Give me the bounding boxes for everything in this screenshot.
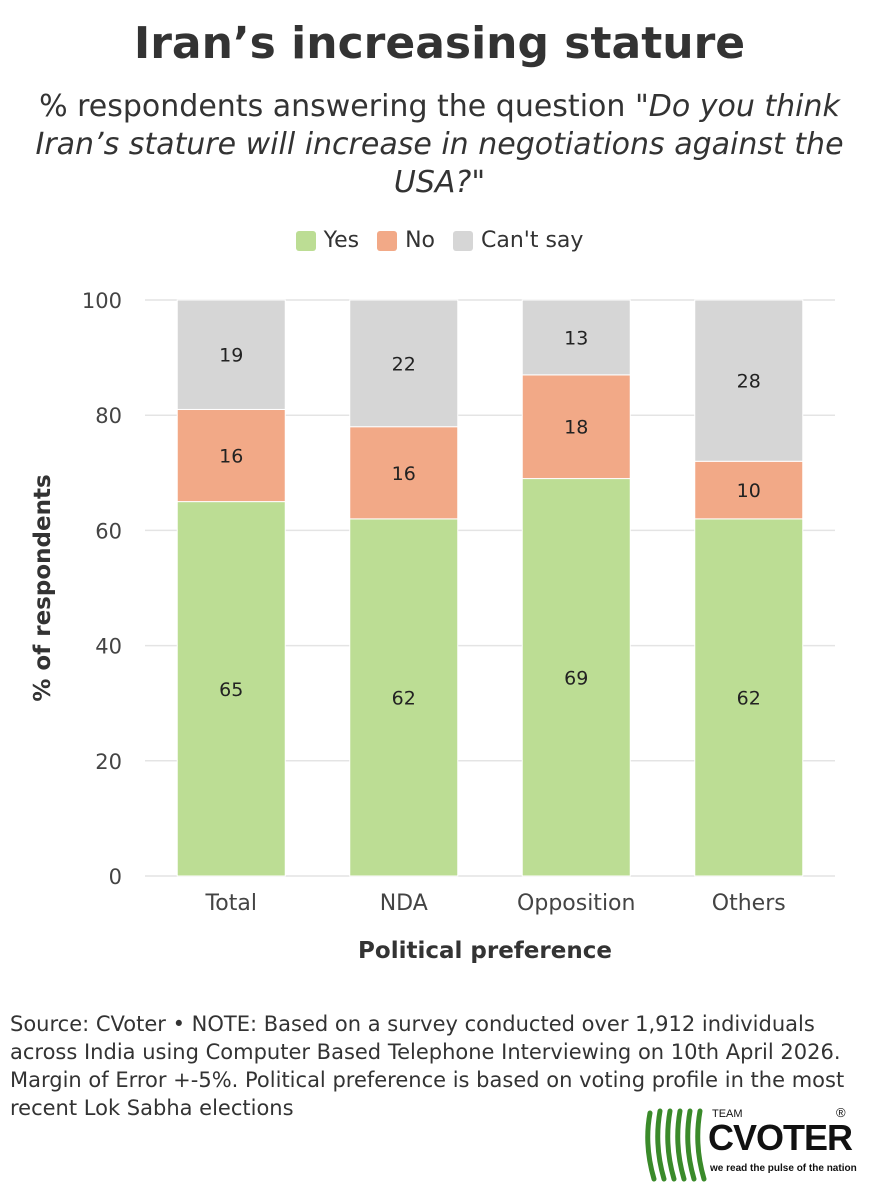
logo-registered-mark: ® [836,1105,846,1120]
legend-item-cant-say: Can't say [453,228,583,253]
y-tick-label: 60 [95,519,122,543]
legend: Yes No Can't say [0,228,879,253]
source-note: Source: CVoter • NOTE: Based on a survey… [10,1012,845,1120]
legend-label-no: No [405,228,435,253]
subtitle-lead: % respondents answering the question [39,89,626,124]
x-axis-ticks: Total NDA Opposition Others [205,891,786,916]
x-tick-label: NDA [380,891,428,916]
logo-tagline: we read the pulse of the nation [710,1163,857,1174]
data-label: 22 [392,353,416,375]
chart-title: Iran’s increasing stature [133,18,746,69]
y-tick-label: 100 [82,289,122,313]
x-axis-label: Political preference [358,938,612,964]
data-label: 18 [564,417,588,439]
y-axis-label: % of respondents [30,474,56,701]
x-tick-label: Opposition [517,891,635,916]
chart-subtitle: % respondents answering the question "Do… [30,88,849,202]
bar-can-t-say-total [176,299,286,410]
logo-brand-text: CVOTER [708,1117,853,1158]
bar-no-others [694,460,804,520]
y-tick-label: 20 [95,750,122,774]
data-label: 28 [737,371,761,393]
stacked-bar-chart: 0 20 40 60 80 100 65 16 19 62 16 22 69 18 13 62 10 28 To… [30,289,835,964]
data-label: 16 [392,463,416,485]
legend-label-yes: Yes [323,228,360,253]
logo-stripes-icon [645,1108,707,1182]
data-label: 10 [737,480,761,502]
bars: 65 16 19 62 16 22 69 18 13 62 10 28 [176,299,804,877]
bar-no-nda [349,426,459,520]
y-axis-ticks: 0 20 40 60 80 100 [82,289,122,889]
cvoter-logo: TEAM CVOTER ® we read the pulse of the n… [640,1105,860,1185]
x-tick-label: Total [205,891,257,916]
y-tick-label: 80 [95,404,122,428]
bar-no-total [176,408,286,503]
data-label: 19 [219,345,243,367]
x-tick-label: Others [712,891,786,916]
data-label: 16 [219,446,243,468]
bar-can-t-say-others [694,299,804,462]
bar-no-opposition [521,374,631,480]
bar-yes-total [176,501,286,877]
legend-item-yes: Yes [295,228,360,253]
subtitle-question: "Do you think Iran’s stature will increa… [35,89,844,200]
bar-can-t-say-opposition [521,299,631,376]
bar-can-t-say-nda [349,299,459,428]
y-tick-label: 0 [109,865,122,889]
data-label: 13 [564,327,588,349]
data-label: 62 [737,687,761,709]
data-label: 69 [564,667,588,689]
legend-item-no: No [377,228,435,253]
data-label: 62 [392,687,416,709]
bar-yes-nda [349,518,459,877]
bar-yes-others [694,518,804,877]
legend-swatch-no [377,230,398,251]
data-label: 65 [219,679,243,701]
legend-label-cant-say: Can't say [481,228,584,253]
logo-team-text: TEAM [712,1108,743,1120]
legend-swatch-cant-say [453,230,473,251]
legend-swatch-yes [295,230,316,251]
y-tick-label: 40 [95,635,122,659]
